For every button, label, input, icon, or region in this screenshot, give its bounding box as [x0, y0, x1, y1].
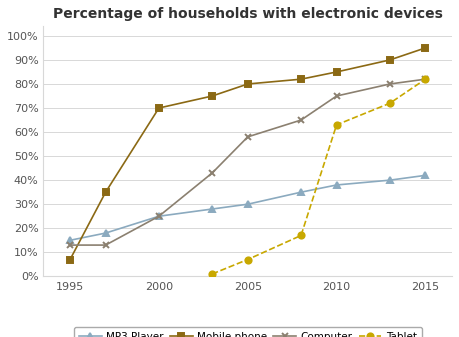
- MP3 Player: [209, 207, 215, 211]
- Mobile phone: [245, 82, 251, 86]
- Mobile phone: [67, 257, 73, 262]
- Computer: [334, 94, 339, 98]
- MP3 Player: [156, 214, 162, 218]
- Line: Computer: Computer: [67, 76, 429, 248]
- Tablet: [387, 101, 392, 105]
- Computer: [67, 243, 73, 247]
- Tablet: [298, 234, 304, 238]
- Tablet: [334, 123, 339, 127]
- Line: Tablet: Tablet: [209, 76, 429, 277]
- Computer: [423, 77, 428, 81]
- Mobile phone: [298, 77, 304, 81]
- Mobile phone: [387, 58, 392, 62]
- MP3 Player: [103, 231, 108, 235]
- MP3 Player: [67, 238, 73, 242]
- MP3 Player: [245, 202, 251, 206]
- Computer: [298, 118, 304, 122]
- Computer: [103, 243, 108, 247]
- MP3 Player: [334, 183, 339, 187]
- Mobile phone: [423, 46, 428, 50]
- Tablet: [245, 257, 251, 262]
- MP3 Player: [423, 173, 428, 177]
- Legend: MP3 Player, Mobile phone, Computer, Tablet: MP3 Player, Mobile phone, Computer, Tabl…: [74, 327, 422, 337]
- Mobile phone: [209, 94, 215, 98]
- Mobile phone: [103, 190, 108, 194]
- MP3 Player: [298, 190, 304, 194]
- Computer: [209, 171, 215, 175]
- Line: MP3 Player: MP3 Player: [67, 172, 429, 243]
- Mobile phone: [334, 70, 339, 74]
- Tablet: [209, 272, 215, 276]
- Computer: [387, 82, 392, 86]
- Tablet: [423, 77, 428, 81]
- Computer: [156, 214, 162, 218]
- Line: Mobile phone: Mobile phone: [67, 45, 429, 263]
- MP3 Player: [387, 178, 392, 182]
- Title: Percentage of households with electronic devices: Percentage of households with electronic…: [53, 7, 442, 21]
- Computer: [245, 135, 251, 139]
- Mobile phone: [156, 106, 162, 110]
